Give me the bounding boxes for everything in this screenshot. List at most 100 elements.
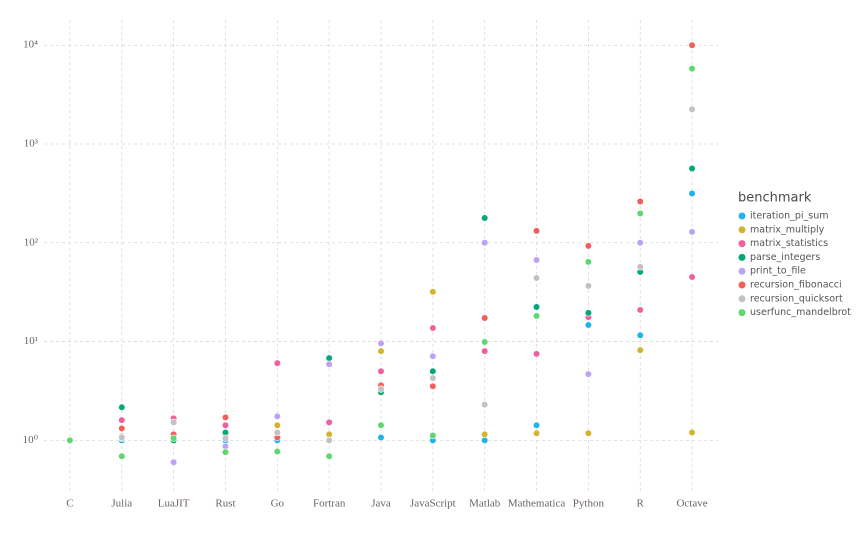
point — [584, 309, 592, 317]
x-tick-label: R — [637, 498, 645, 510]
point — [377, 367, 385, 375]
point — [481, 347, 489, 355]
x-tick-label: Julia — [111, 498, 132, 510]
point — [325, 436, 333, 444]
x-tick-label: JavaScript — [410, 498, 456, 510]
point — [273, 421, 281, 429]
point — [532, 421, 541, 429]
point — [532, 312, 541, 320]
point — [221, 413, 230, 421]
x-tick-label: Python — [573, 498, 605, 510]
point — [636, 263, 644, 271]
point — [688, 228, 696, 236]
point — [170, 418, 178, 426]
legend-marker — [738, 212, 746, 220]
point — [636, 306, 644, 314]
point — [118, 424, 126, 433]
point — [532, 303, 541, 311]
point — [584, 321, 592, 329]
x-tick-label: Go — [271, 498, 285, 510]
y-tick-label: 10² — [24, 236, 39, 248]
point — [377, 433, 385, 442]
x-tick-label: Octave — [676, 498, 707, 510]
point — [532, 274, 541, 282]
point — [584, 258, 592, 266]
y-tick-label: 10⁴ — [23, 39, 38, 51]
legend-label: matrix_multiply — [750, 224, 825, 235]
point — [688, 41, 696, 49]
point — [377, 347, 385, 355]
legend-marker — [738, 267, 746, 275]
point — [377, 421, 385, 429]
point — [429, 352, 437, 360]
point — [688, 189, 696, 198]
point — [377, 339, 385, 347]
x-tick-label: LuaJIT — [158, 498, 190, 510]
point — [429, 382, 437, 390]
point — [688, 164, 696, 173]
point — [584, 429, 592, 437]
point — [636, 346, 644, 354]
legend-label: matrix_statistics — [750, 238, 828, 249]
point — [481, 214, 489, 222]
point — [584, 242, 592, 250]
legend-marker — [738, 309, 746, 317]
point — [221, 448, 230, 456]
point — [221, 421, 230, 429]
y-tick-label: 10⁰ — [23, 434, 39, 446]
point — [688, 105, 696, 114]
point — [688, 428, 696, 437]
legend-label: recursion_quicksort — [750, 293, 843, 304]
point — [481, 239, 489, 247]
point — [481, 401, 489, 409]
point — [221, 434, 230, 442]
point — [66, 436, 74, 444]
legend-label: print_to_file — [750, 266, 806, 277]
y-tick-label: 10³ — [24, 138, 39, 150]
point — [532, 256, 541, 264]
point — [429, 324, 437, 332]
point — [636, 239, 644, 247]
y-tick-label: 10¹ — [24, 335, 38, 347]
point — [325, 354, 333, 362]
point — [170, 458, 178, 466]
point — [325, 430, 333, 438]
point — [325, 360, 333, 368]
legend-label: iteration_pi_sum — [750, 211, 829, 222]
point — [532, 429, 541, 437]
legend-marker — [738, 253, 746, 261]
legend-title: benchmark — [738, 191, 812, 206]
legend-label: parse_integers — [750, 252, 820, 263]
point — [688, 273, 696, 281]
point — [532, 227, 541, 235]
point — [377, 385, 385, 393]
x-tick-label: C — [66, 498, 73, 510]
point — [481, 436, 489, 444]
point — [584, 370, 592, 378]
point — [118, 416, 126, 424]
legend-marker — [738, 226, 746, 234]
point — [325, 418, 333, 426]
point — [532, 350, 541, 358]
point — [429, 367, 437, 375]
point — [118, 403, 126, 411]
point — [481, 338, 489, 346]
point — [481, 430, 489, 438]
point — [273, 359, 281, 367]
point — [273, 412, 281, 420]
x-tick-label: Java — [371, 498, 391, 510]
point — [118, 433, 126, 442]
legend-marker — [738, 295, 746, 303]
x-tick-label: Rust — [215, 498, 235, 510]
legend-marker — [738, 281, 746, 289]
x-tick-label: Fortran — [313, 498, 346, 510]
point — [118, 452, 126, 460]
legend-marker — [738, 240, 746, 248]
point — [636, 209, 644, 218]
point — [429, 288, 437, 296]
point — [429, 431, 437, 440]
point — [636, 197, 644, 206]
point — [688, 64, 696, 73]
x-tick-label: Mathematica — [508, 498, 566, 510]
